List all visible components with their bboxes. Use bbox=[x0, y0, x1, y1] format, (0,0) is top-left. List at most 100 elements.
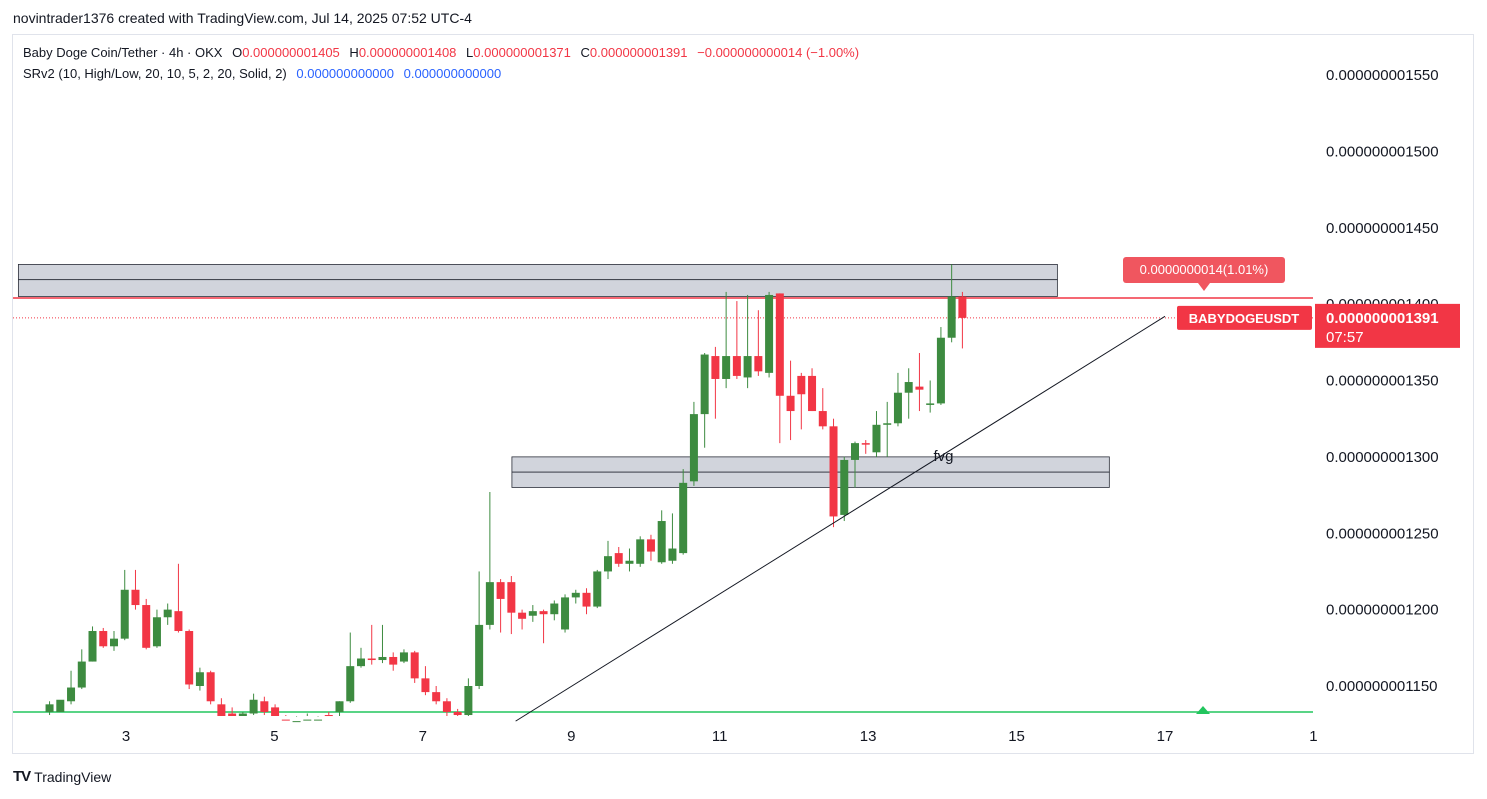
candle-body bbox=[335, 701, 344, 712]
y-tick-label: 0.000000001150 bbox=[1326, 678, 1438, 695]
candle-body bbox=[346, 666, 355, 702]
high-value: 0.000000001408 bbox=[358, 45, 457, 60]
candle-body bbox=[668, 548, 677, 561]
candle-body bbox=[142, 605, 151, 648]
measure-label-pointer bbox=[1198, 283, 1210, 291]
candle-body bbox=[453, 711, 462, 716]
candle-body bbox=[958, 296, 967, 318]
y-tick-label: 0.000000001200 bbox=[1326, 602, 1439, 619]
candle-body bbox=[120, 589, 129, 639]
candle-body bbox=[389, 656, 398, 665]
y-tick-label: 0.000000001500 bbox=[1326, 143, 1439, 160]
x-tick-label: 7 bbox=[419, 728, 427, 745]
candle-body bbox=[593, 571, 602, 607]
x-tick-label: 17 bbox=[1157, 728, 1174, 745]
candle-body bbox=[528, 611, 537, 616]
candle-body bbox=[883, 423, 892, 425]
ohlc-legend: Baby Doge Coin/Tether · 4h · OKX O0.0000… bbox=[23, 45, 859, 60]
candle-body bbox=[421, 678, 430, 693]
indicator-value-1: 0.000000000000 bbox=[296, 66, 394, 81]
open-label: O bbox=[232, 45, 243, 60]
candle-body bbox=[77, 661, 86, 688]
candle-body bbox=[356, 658, 365, 667]
low-label: L bbox=[466, 45, 474, 60]
candle-body bbox=[185, 631, 194, 685]
candle-body bbox=[657, 521, 666, 563]
candle-body bbox=[861, 443, 870, 445]
candle-body bbox=[131, 589, 140, 606]
candle-body bbox=[228, 713, 237, 716]
candle-body bbox=[614, 553, 623, 564]
candle-body bbox=[732, 356, 741, 376]
symbol-title[interactable]: Baby Doge Coin/Tether · 4h · OKX bbox=[23, 45, 223, 60]
candle-body bbox=[797, 375, 806, 395]
candle-body bbox=[442, 701, 451, 712]
zone-1-lower bbox=[511, 471, 1110, 488]
indicator-title[interactable]: SRv2 (10, High/Low, 20, 10, 5, 2, 20, So… bbox=[23, 66, 287, 81]
candle-body bbox=[109, 638, 118, 647]
candle-body bbox=[808, 375, 817, 412]
candle-body bbox=[936, 337, 945, 404]
candle-body bbox=[281, 719, 290, 721]
candle-body bbox=[271, 707, 280, 716]
alert-marker-icon bbox=[1196, 706, 1210, 714]
candle-body bbox=[636, 539, 645, 564]
candle-body bbox=[99, 631, 108, 647]
tradingview-brand: TradingView bbox=[34, 768, 112, 785]
candle-body bbox=[410, 652, 419, 679]
price-axis: 0.000000001550 0.000000001500 0.0000000014… bbox=[1326, 67, 1439, 695]
candle-body bbox=[314, 719, 323, 721]
candle-body bbox=[625, 560, 634, 564]
candle-body bbox=[88, 631, 97, 662]
candle-body bbox=[775, 293, 784, 396]
high-label: H bbox=[349, 45, 359, 60]
price-tag-box bbox=[1315, 303, 1460, 348]
trendline bbox=[515, 315, 1166, 722]
candle-body bbox=[367, 658, 376, 661]
zone-0-upper bbox=[17, 264, 1058, 281]
measure-label-box bbox=[1123, 257, 1285, 283]
candle-body bbox=[292, 721, 301, 723]
open-value: 0.000000001405 bbox=[242, 45, 340, 60]
low-value: 0.000000001371 bbox=[473, 45, 571, 60]
price-tag-value: 0.000000001391 bbox=[1326, 310, 1439, 327]
candle-body bbox=[754, 356, 763, 372]
time-axis: 3 5 7 9 11 13 15 17 1 bbox=[122, 728, 1318, 745]
candle-body bbox=[249, 699, 258, 714]
zone-0-lower bbox=[17, 279, 1058, 297]
candle-body bbox=[45, 704, 54, 712]
lines-layer bbox=[13, 297, 1313, 713]
candle-body bbox=[507, 582, 516, 613]
candle-body bbox=[475, 624, 484, 686]
y-tick-label: 0.000000001550 bbox=[1326, 67, 1439, 84]
zone-1-upper bbox=[511, 456, 1110, 473]
tradingview-logo: TV TradingView bbox=[13, 768, 111, 785]
candle-body bbox=[679, 482, 688, 554]
y-tick-label: 0.000000001350 bbox=[1326, 373, 1439, 390]
candle-body bbox=[829, 426, 838, 517]
candle-body bbox=[518, 612, 527, 619]
labels-layer: fvg 0.0000000014(1.01%) BABYDOGEUSDT 0.0000… bbox=[933, 257, 1460, 714]
candle-body bbox=[539, 611, 548, 615]
x-tick-label: 5 bbox=[270, 728, 278, 745]
y-tick-label: 0.000000001250 bbox=[1326, 525, 1439, 542]
candle-body bbox=[603, 556, 612, 572]
tradingview-logo-icon: TV bbox=[13, 768, 31, 785]
x-tick-label: 9 bbox=[567, 728, 575, 745]
candle-body bbox=[324, 715, 333, 717]
candle-body bbox=[786, 395, 795, 412]
zones-layer bbox=[17, 264, 1110, 488]
candle-body bbox=[711, 356, 720, 379]
measure-label-text: 0.0000000014(1.01%) bbox=[1140, 262, 1269, 277]
close-label: C bbox=[580, 45, 590, 60]
candle-body bbox=[947, 296, 956, 338]
candle-body bbox=[399, 652, 408, 662]
candle-body bbox=[195, 672, 204, 686]
trendline-layer bbox=[515, 315, 1166, 722]
candle-body bbox=[765, 294, 774, 373]
candle-body bbox=[67, 687, 76, 702]
candle-body bbox=[303, 719, 312, 721]
candle-body bbox=[485, 582, 494, 625]
candles-layer bbox=[45, 264, 967, 723]
